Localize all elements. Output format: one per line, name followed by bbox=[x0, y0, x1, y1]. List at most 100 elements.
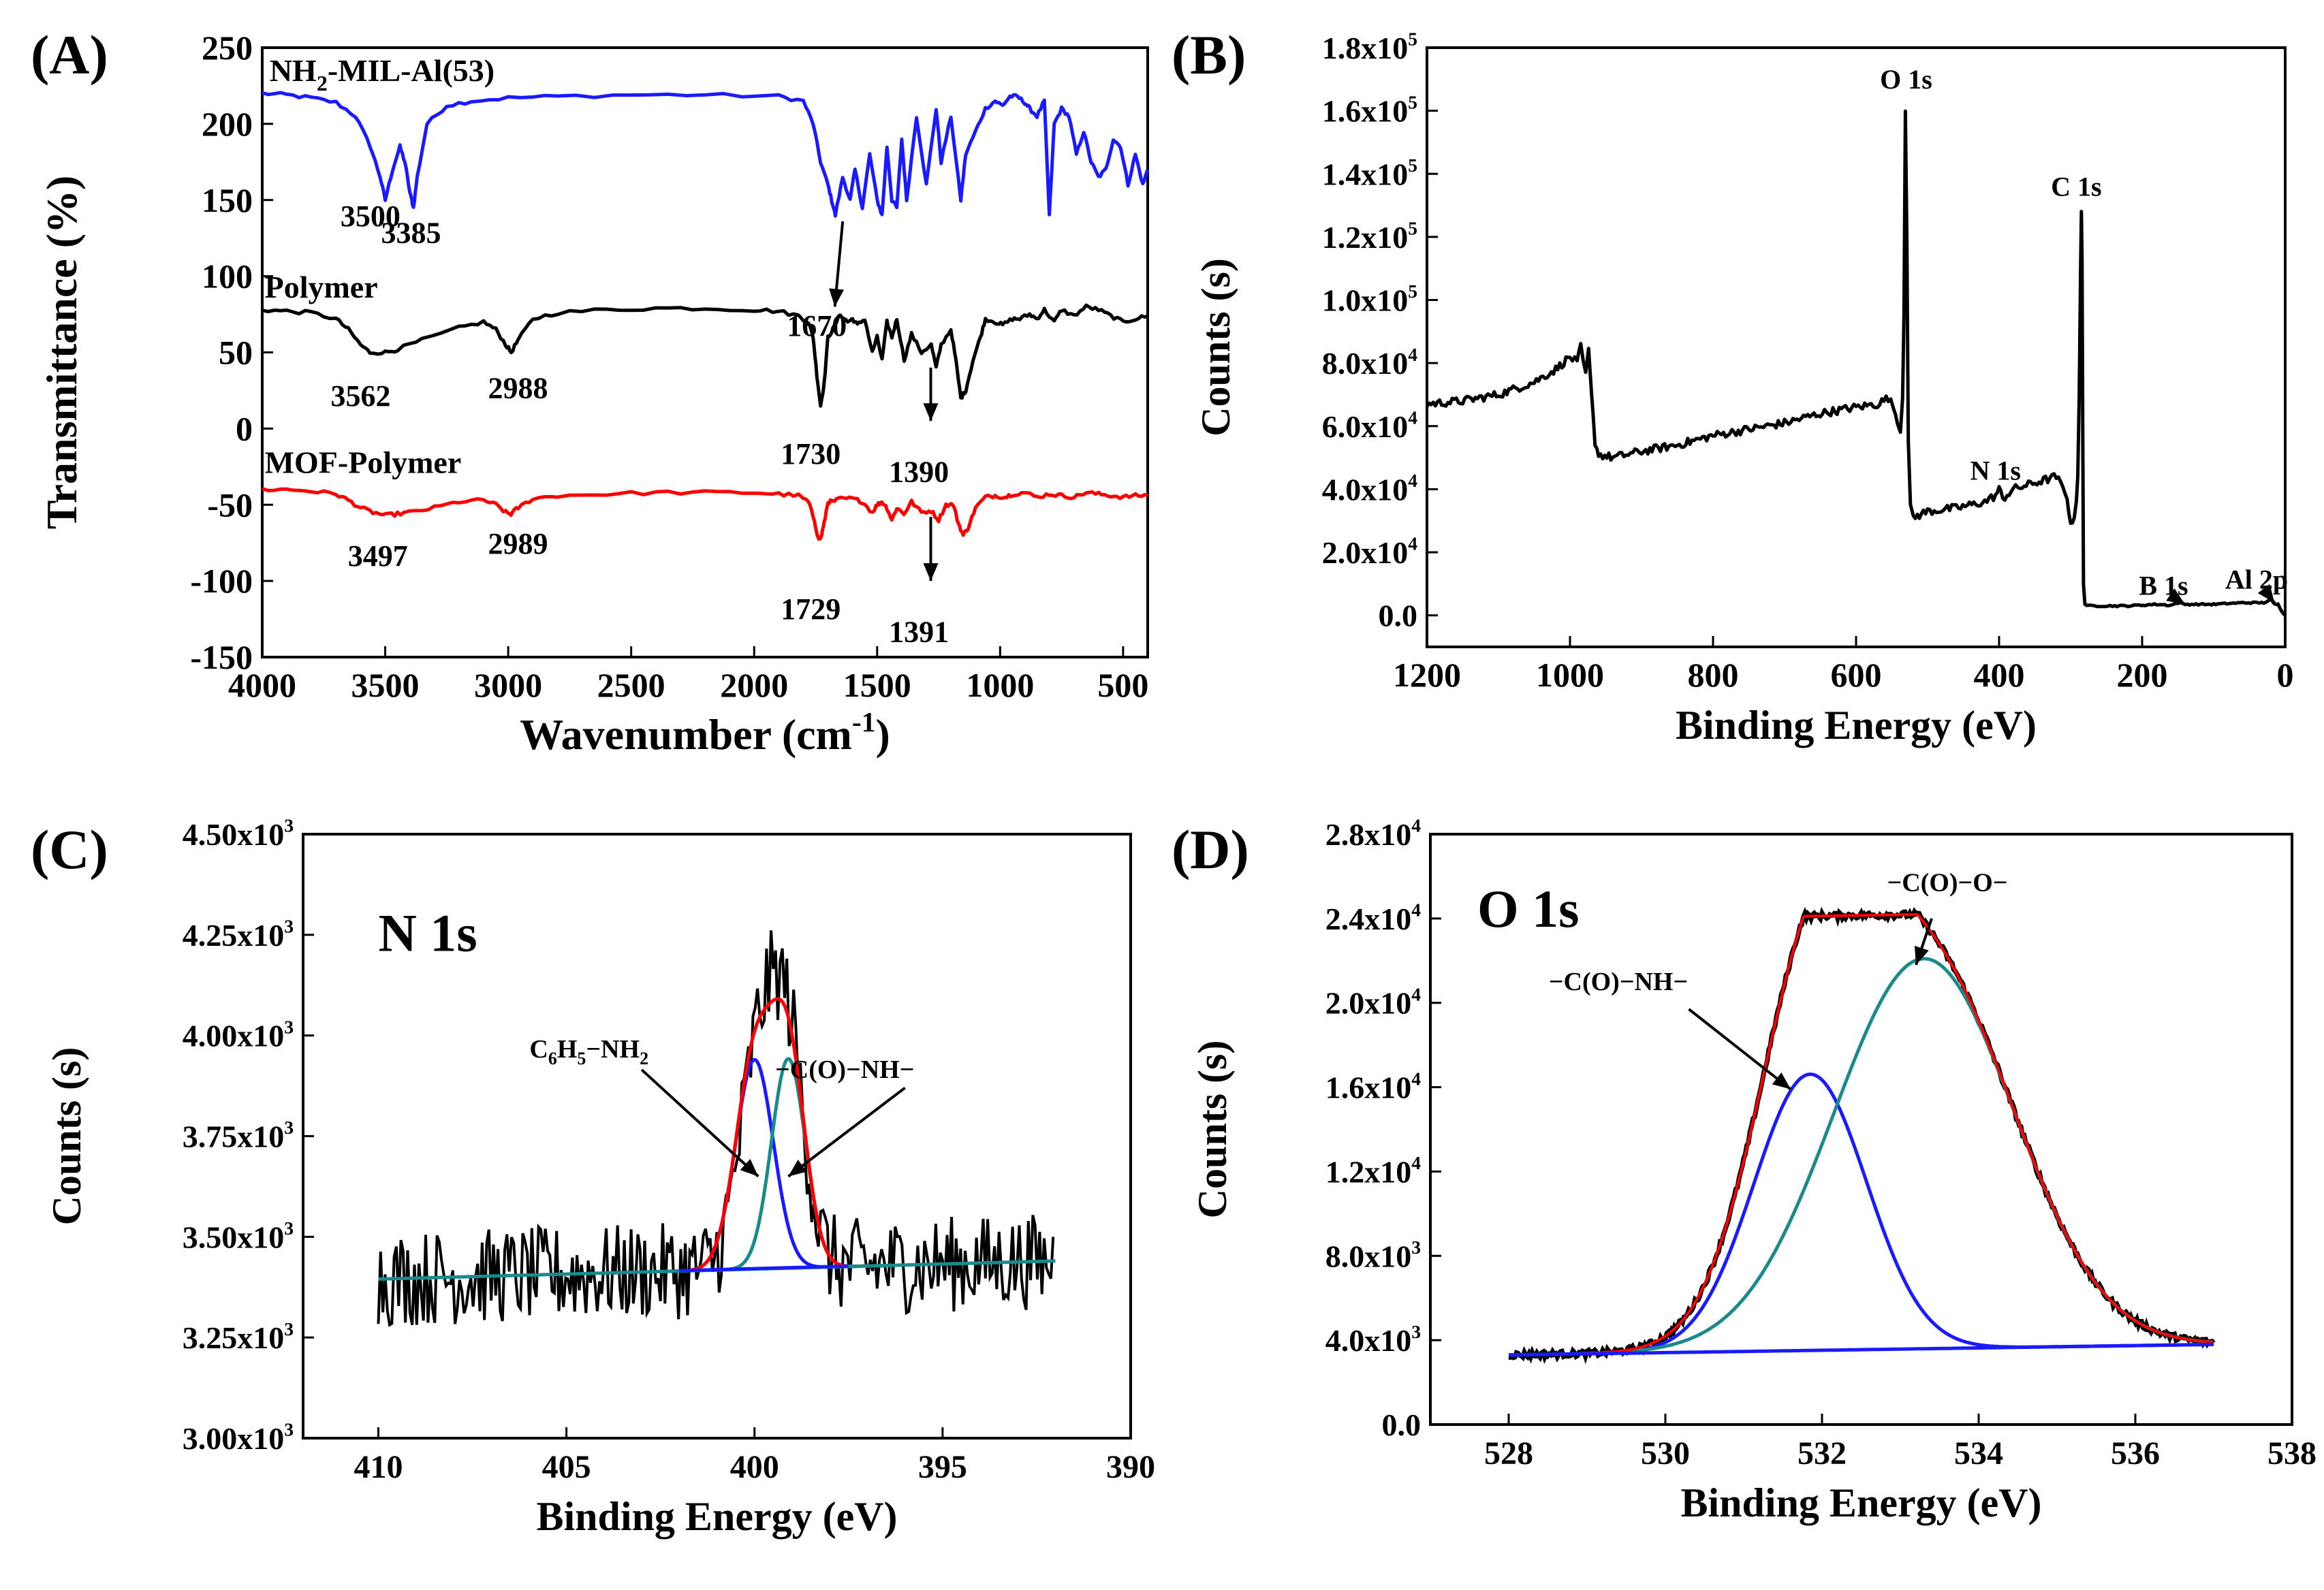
y-tick-label: 0.0 bbox=[1379, 599, 1418, 633]
y-tick-label: 250 bbox=[202, 29, 253, 67]
y-tick-label: 8.0x104 bbox=[1322, 344, 1418, 381]
series-line bbox=[262, 303, 1148, 408]
y-tick-label: 200 bbox=[202, 105, 253, 143]
x-tick-label: 3000 bbox=[474, 666, 542, 704]
panel-a: (A)4000 3500 3000 2500 2000 1500 1000 500-150-1… bbox=[31, 24, 1150, 759]
x-tick-label: 600 bbox=[1831, 656, 1882, 694]
x-tick-label: 1000 bbox=[1536, 656, 1604, 694]
y-axis-label: Counts (s) bbox=[1190, 1040, 1235, 1219]
y-tick-label: 0.0 bbox=[1382, 1408, 1422, 1442]
y-tick-label: 3.50x103 bbox=[183, 1218, 294, 1254]
y-tick-label: 4.25x103 bbox=[183, 916, 294, 953]
y-tick-label: 4.00x103 bbox=[183, 1016, 294, 1053]
envelope-line bbox=[1509, 913, 2214, 1356]
series-label: NH2-MIL-Al(53) bbox=[270, 53, 494, 95]
panel-c: (C) 410 405 400 395 390 3.00x103 3.25x103 3.50x1… bbox=[31, 815, 1155, 1539]
x-tick-label: 536 bbox=[2111, 1435, 2160, 1472]
plot-frame bbox=[1426, 46, 2287, 648]
x-tick-label: 410 bbox=[354, 1449, 403, 1485]
annotation-arrow-head bbox=[1914, 945, 1929, 965]
series-line bbox=[262, 487, 1148, 541]
y-tick-label: 6.0x104 bbox=[1322, 407, 1418, 443]
raw-data-line bbox=[377, 930, 1055, 1327]
series-label: MOF-Polymer bbox=[265, 445, 462, 479]
y-tick-label: 4.50x103 bbox=[183, 815, 294, 852]
y-tick-label: 100 bbox=[202, 257, 253, 296]
peak-label: 1391 bbox=[889, 616, 949, 649]
panel-label: (C) bbox=[31, 818, 108, 880]
annotation-arrow-head bbox=[829, 288, 845, 307]
y-tick-label: 8.0x103 bbox=[1325, 1237, 1421, 1273]
baseline-line bbox=[679, 1264, 849, 1273]
fit-peak-line bbox=[1509, 1072, 2214, 1357]
x-tick-label: 405 bbox=[542, 1449, 591, 1485]
y-tick-label: 4.0x104 bbox=[1322, 470, 1418, 507]
peak-label: 1390 bbox=[889, 456, 949, 489]
peak-label: 2989 bbox=[488, 527, 548, 560]
y-tick-label: 1.0x105 bbox=[1322, 281, 1417, 317]
annotation-arrow-head bbox=[2257, 584, 2275, 603]
x-tick-label: 390 bbox=[1106, 1449, 1155, 1485]
y-tick-label: 2.4x104 bbox=[1325, 900, 1422, 936]
annotation-arrow-head bbox=[923, 563, 939, 582]
y-tick-label: -150 bbox=[190, 638, 253, 676]
peak-label: 3500 bbox=[341, 200, 401, 233]
x-axis-label: Binding Energy (eV) bbox=[1676, 703, 2037, 748]
panel-d: (D) 528 530 532 534 536 538 0.0 4.0x103 8.0x103 1.… bbox=[1172, 815, 2317, 1525]
panel-label: (B) bbox=[1172, 24, 1246, 86]
component-label: −C(O)−O− bbox=[1887, 869, 2008, 897]
panel-label: (D) bbox=[1172, 818, 1249, 880]
peak-label: O 1s bbox=[1880, 64, 1932, 95]
x-tick-label: 3500 bbox=[351, 666, 420, 704]
y-tick-label: 2.8x104 bbox=[1325, 815, 1422, 852]
peak-label: 1670 bbox=[787, 309, 847, 343]
x-tick-label: 2500 bbox=[597, 666, 665, 704]
peak-label: 1730 bbox=[781, 437, 841, 471]
envelope-line bbox=[687, 997, 849, 1273]
series-line bbox=[1425, 109, 2287, 617]
x-tick-label: 1500 bbox=[843, 666, 911, 704]
peak-label: 2988 bbox=[488, 372, 548, 405]
y-tick-label: -50 bbox=[207, 486, 253, 524]
x-axis-label: Binding Energy (eV) bbox=[1680, 1480, 2041, 1525]
y-axis-label: Counts (s) bbox=[1193, 258, 1238, 436]
annotation-arrow bbox=[1688, 1008, 1792, 1091]
y-tick-label: 150 bbox=[202, 181, 253, 219]
peak-label: 3385 bbox=[381, 216, 441, 249]
annotation-arrow-head bbox=[740, 1158, 759, 1177]
x-tick-label: 0 bbox=[2277, 656, 2294, 694]
y-axis-label: Counts (s) bbox=[44, 1047, 89, 1226]
y-tick-label: 2.0x104 bbox=[1322, 533, 1418, 570]
x-axis-label: Binding Energy (eV) bbox=[536, 1494, 897, 1539]
x-tick-label: 500 bbox=[1097, 666, 1148, 704]
fit-peak-line bbox=[1509, 957, 2214, 1357]
peak-label: C 1s bbox=[2051, 172, 2101, 202]
x-tick-label: 2000 bbox=[720, 666, 788, 704]
y-tick-label: 0 bbox=[236, 409, 253, 447]
x-tick-label: 532 bbox=[1797, 1435, 1847, 1472]
annotation-arrow-head bbox=[923, 403, 939, 422]
annotation-arrow-head bbox=[788, 1160, 807, 1177]
peak-label: 1729 bbox=[781, 592, 841, 626]
x-tick-label: 1000 bbox=[966, 666, 1034, 704]
chart-title: O 1s bbox=[1477, 879, 1580, 938]
y-tick-label: 1.6x104 bbox=[1325, 1068, 1422, 1104]
y-tick-label: 2.0x104 bbox=[1325, 983, 1422, 1020]
y-tick-label: 4.0x103 bbox=[1325, 1321, 1421, 1358]
peak-label: N 1s bbox=[1970, 456, 2021, 486]
panel-b: (B) 1200 1000 800 600 400 200 0 0.0 2.0x104 4.0x10… bbox=[1172, 24, 2294, 748]
y-tick-label: 1.2x104 bbox=[1325, 1152, 1422, 1189]
x-tick-label: 400 bbox=[1974, 656, 2025, 694]
component-label: C6H5−NH2 bbox=[529, 1035, 648, 1068]
y-tick-label: 3.25x103 bbox=[183, 1318, 294, 1355]
y-tick-label: 50 bbox=[219, 334, 253, 372]
annotation-arrow-head bbox=[1772, 1072, 1791, 1090]
annotation-arrow bbox=[640, 1068, 759, 1178]
baseline-line bbox=[1509, 1342, 2214, 1357]
x-tick-label: 400 bbox=[730, 1449, 779, 1485]
annotation-arrow-head bbox=[2166, 588, 2185, 605]
component-label: −C(O)−NH− bbox=[1549, 968, 1688, 996]
x-tick-label: 4000 bbox=[228, 666, 296, 704]
y-tick-label: 1.8x105 bbox=[1322, 29, 1417, 65]
